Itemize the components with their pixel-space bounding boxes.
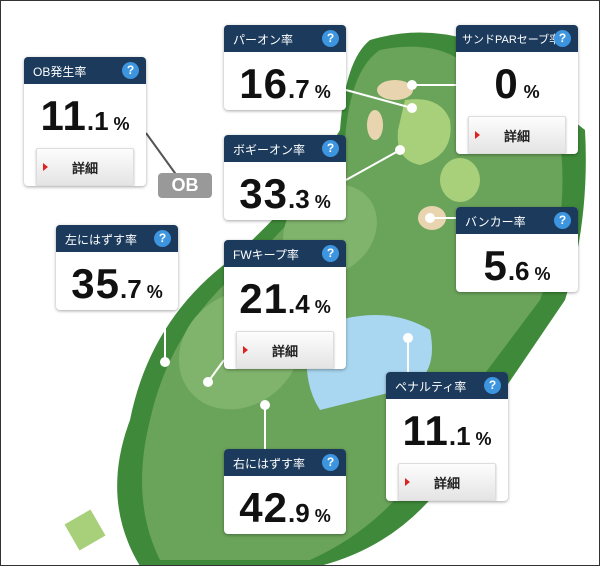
detail-button[interactable]: 詳細 <box>236 331 334 369</box>
help-icon[interactable]: ? <box>322 454 339 471</box>
help-icon[interactable]: ? <box>322 245 339 262</box>
detail-label: 詳細 <box>503 129 530 145</box>
help-icon[interactable]: ? <box>322 30 339 47</box>
value-int: 16 <box>239 60 288 107</box>
card-miss-left-rate: 左にはずす率? 35.7% <box>56 225 178 310</box>
help-icon[interactable]: ? <box>154 230 171 247</box>
help-icon[interactable]: ? <box>122 62 139 79</box>
detail-button[interactable]: 詳細 <box>36 148 134 186</box>
arrow-icon <box>43 163 48 171</box>
card-par-on-rate: パーオン率? 16.7% <box>224 25 346 110</box>
card-title: FWキープ率 <box>233 248 299 262</box>
value-dec: .4 <box>288 289 310 319</box>
value-int: 5 <box>483 242 508 289</box>
card-title: 右にはずす率 <box>233 457 306 471</box>
value-int: 11 <box>402 407 449 454</box>
card-bunker-rate: バンカー率? 5.6% <box>456 207 578 292</box>
value-dec: .7 <box>288 74 310 104</box>
value-int: 35 <box>71 260 120 307</box>
card-ob-rate: OB発生率? 11.1% 詳細 <box>24 57 146 186</box>
value-dec: .6 <box>507 256 530 286</box>
detail-label: 詳細 <box>433 476 460 492</box>
card-bogey-on-rate: ボギーオン率? 33.3% <box>224 135 346 220</box>
help-icon[interactable]: ? <box>554 30 571 47</box>
card-fw-keep-rate: FWキープ率? 21.4% 詳細 <box>224 240 346 369</box>
card-title: サンドPARセーブ率 <box>462 34 561 46</box>
value-unit: % <box>113 114 130 134</box>
value-unit: % <box>314 506 331 526</box>
value-dec: .1 <box>86 106 109 136</box>
card-title: バンカー率 <box>465 215 526 229</box>
value-unit: % <box>314 82 331 102</box>
value-unit: % <box>534 264 551 284</box>
help-icon[interactable]: ? <box>322 140 339 157</box>
value-unit: % <box>475 429 492 449</box>
help-icon[interactable]: ? <box>554 212 571 229</box>
value-dec: .1 <box>448 421 471 451</box>
detail-label: 詳細 <box>271 344 298 360</box>
arrow-icon <box>405 478 410 486</box>
value-dec: .7 <box>120 274 142 304</box>
value-dec: .3 <box>288 184 310 214</box>
card-miss-right-rate: 右にはずす率? 42.9% <box>224 449 346 534</box>
arrow-icon <box>475 131 480 139</box>
card-title: パーオン率 <box>233 33 294 47</box>
value-int: 11 <box>40 92 87 139</box>
card-penalty-rate: ペナルティ率? 11.1% 詳細 <box>386 372 508 501</box>
ob-marker: OB <box>158 173 212 198</box>
value-unit: % <box>146 282 163 302</box>
value-int: 33 <box>239 170 288 217</box>
value-unit: % <box>314 192 331 212</box>
detail-button[interactable]: 詳細 <box>398 463 496 501</box>
value-dec: .9 <box>288 498 310 528</box>
value-int: 0 <box>494 60 519 107</box>
value-unit: % <box>523 82 540 102</box>
detail-label: 詳細 <box>71 161 98 177</box>
value-int: 42 <box>239 484 288 531</box>
card-title: OB発生率 <box>33 65 87 79</box>
card-title: ボギーオン率 <box>233 143 306 157</box>
value-int: 21 <box>239 275 288 322</box>
arrow-icon <box>243 346 248 354</box>
value-unit: % <box>314 297 331 317</box>
detail-button[interactable]: 詳細 <box>468 116 566 154</box>
card-sand-save-rate: サンドPARセーブ率? 0% 詳細 <box>456 25 578 154</box>
card-title: 左にはずす率 <box>65 233 138 247</box>
help-icon[interactable]: ? <box>484 377 501 394</box>
card-title: ペナルティ率 <box>395 380 467 394</box>
